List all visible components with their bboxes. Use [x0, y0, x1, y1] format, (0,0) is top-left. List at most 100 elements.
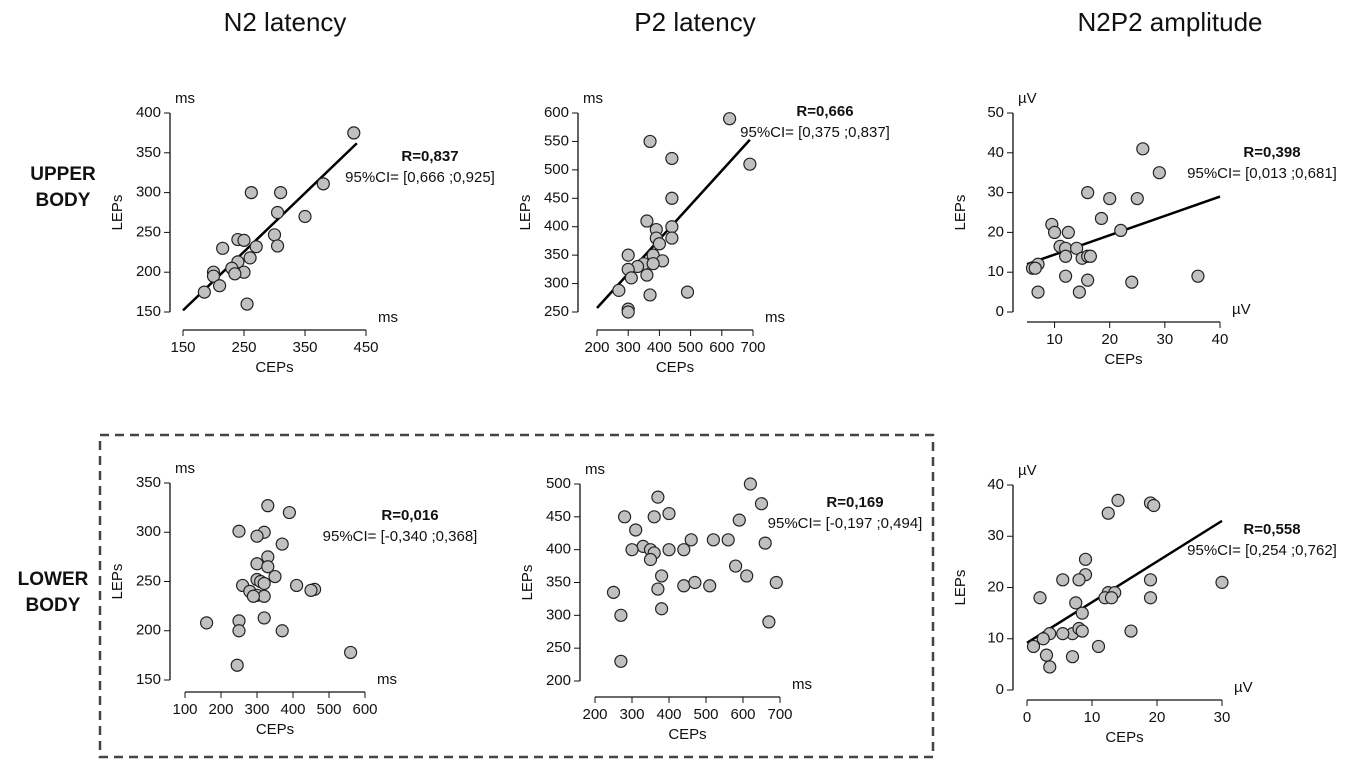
point: [250, 557, 264, 571]
x-tick-label: 200: [584, 339, 609, 356]
point: [621, 305, 635, 319]
x-tick-label: 30: [1157, 331, 1174, 348]
y-tick-label: 200: [546, 672, 571, 689]
point: [1028, 261, 1042, 275]
point: [197, 285, 211, 299]
point: [677, 543, 691, 557]
y-tick-label: 350: [136, 144, 161, 161]
y-tick-label: 20: [987, 578, 1004, 595]
x-axis-label: CEPs: [668, 726, 706, 743]
point: [1083, 249, 1098, 263]
annotation-r: R=0,666: [796, 103, 853, 120]
point: [614, 654, 628, 668]
y-tick-label: 40: [987, 144, 1004, 161]
point: [1130, 191, 1144, 206]
y-tick-label: 10: [987, 263, 1004, 280]
y-tick-label: 500: [546, 475, 571, 492]
point: [651, 582, 665, 596]
point: [665, 191, 679, 205]
x-tick-label: 30: [1214, 709, 1231, 726]
point: [1058, 249, 1073, 263]
point: [1103, 191, 1117, 206]
point: [244, 186, 258, 200]
y-tick-label: 300: [546, 606, 571, 623]
y-tick-label: 400: [136, 104, 161, 121]
point: [614, 608, 628, 622]
x-axis-label: CEPs: [656, 359, 694, 376]
trend-line: [1026, 519, 1223, 644]
point: [722, 112, 737, 126]
y-tick-label: 350: [546, 573, 571, 590]
y-tick-label: 250: [544, 303, 569, 320]
point: [721, 533, 735, 547]
point: [246, 589, 260, 603]
y-tick-label: 300: [136, 523, 161, 540]
y-unit: µV: [1018, 462, 1037, 479]
point: [762, 615, 776, 629]
y-tick-label: 200: [136, 622, 161, 639]
point: [1056, 627, 1070, 641]
point: [275, 624, 289, 638]
x-tick-label: 250: [231, 339, 256, 356]
point: [1191, 269, 1205, 283]
y-tick-label: 300: [136, 184, 161, 201]
column-title: P2 latency: [634, 7, 755, 37]
point: [232, 524, 246, 538]
point: [1047, 225, 1062, 239]
point: [647, 510, 661, 524]
annotation-r: R=0,398: [1243, 144, 1300, 161]
highlight-box: [98, 433, 935, 759]
x-axis-label: CEPs: [1105, 729, 1143, 746]
point: [267, 228, 282, 242]
y-tick-label: 30: [987, 527, 1004, 544]
point: [270, 239, 285, 253]
x-unit: µV: [1234, 679, 1253, 696]
point: [1147, 498, 1161, 513]
y-tick-label: 400: [546, 541, 571, 558]
annotation-r: R=0,837: [401, 148, 458, 165]
point: [758, 536, 772, 550]
point: [261, 499, 275, 513]
x-unit: ms: [377, 671, 397, 688]
y-axis-label: LEPs: [952, 195, 969, 231]
y-tick-label: 200: [136, 263, 161, 280]
point: [1091, 639, 1106, 654]
point: [1075, 606, 1089, 620]
x-tick-label: 450: [353, 339, 378, 356]
y-tick-label: 450: [546, 508, 571, 525]
y-unit: ms: [583, 90, 603, 107]
point: [216, 241, 230, 255]
point: [629, 523, 643, 537]
point: [754, 497, 769, 511]
x-tick-label: 500: [316, 701, 341, 718]
y-axis-label: LEPs: [109, 564, 126, 600]
x-tick-label: 10: [1084, 709, 1101, 726]
x-tick-label: 300: [244, 701, 269, 718]
point: [1104, 591, 1119, 605]
column-title: N2 latency: [224, 7, 347, 37]
y-tick-label: 20: [987, 223, 1004, 240]
x-tick-label: 700: [767, 706, 792, 723]
point: [1033, 591, 1047, 605]
y-axis-label: LEPs: [109, 195, 126, 231]
point: [740, 569, 754, 583]
x-tick-label: 600: [352, 701, 377, 718]
point: [1152, 166, 1166, 180]
point: [652, 237, 667, 251]
x-tick-label: 400: [280, 701, 305, 718]
y-axis-label: LEPs: [952, 570, 969, 606]
row-label: LOWER BODY: [17, 569, 89, 616]
annotation-r: R=0,558: [1243, 521, 1300, 538]
point: [250, 529, 264, 543]
point: [688, 575, 702, 590]
x-tick-label: 100: [172, 701, 197, 718]
x-tick-label: 350: [292, 339, 317, 356]
point: [684, 533, 698, 547]
point: [1081, 186, 1095, 200]
point: [200, 616, 214, 630]
y-tick-label: 500: [544, 161, 569, 178]
x-unit: µV: [1232, 301, 1251, 318]
point: [1031, 285, 1045, 299]
point: [1114, 223, 1128, 238]
